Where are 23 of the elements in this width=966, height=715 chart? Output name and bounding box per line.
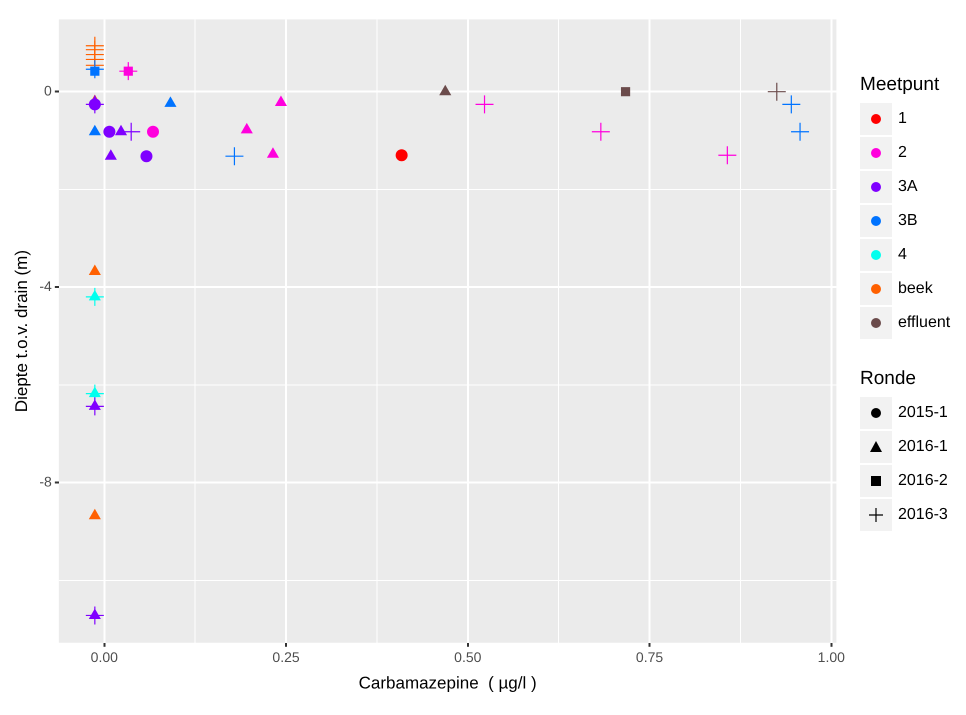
legend-label: effluent: [898, 314, 950, 332]
legend-label: 2016-3: [898, 506, 948, 524]
x-tick-label: 0.75: [636, 649, 664, 666]
legend-label: beek: [898, 280, 933, 298]
legend-label: 2: [898, 144, 907, 162]
x-tick-label: 0.50: [454, 649, 482, 666]
legend-label: 4: [898, 246, 907, 264]
x-axis-title: Carbamazepine ( µg/l ): [358, 673, 537, 692]
legend-label: 2016-1: [898, 438, 948, 456]
y-axis-title: Diepte t.o.v. drain (m): [12, 250, 31, 412]
legend-label: 1: [898, 110, 907, 128]
x-tick-label: 0.00: [90, 649, 118, 666]
y-tick-label: -4: [39, 278, 52, 294]
y-tick-label: 0: [44, 82, 52, 99]
x-tick-label: 0.25: [272, 649, 300, 666]
legend-label: 3A: [898, 178, 918, 196]
legend-label: 2015-1: [898, 404, 948, 422]
legend-label: 2016-2: [898, 472, 948, 490]
legend-label: 3B: [898, 212, 918, 230]
text: Ronde: [860, 368, 916, 389]
text: Meetpunt: [860, 74, 940, 95]
x-tick-label: 1.00: [818, 649, 846, 666]
y-tick-label: -8: [39, 473, 52, 490]
